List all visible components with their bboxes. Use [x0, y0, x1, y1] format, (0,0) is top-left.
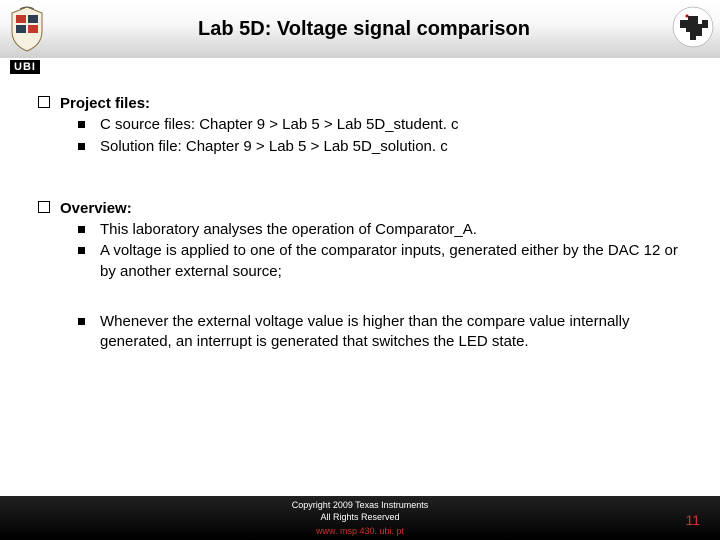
square-bullet-icon	[78, 318, 85, 325]
section-heading: Overview:	[60, 200, 132, 217]
square-bullet-icon	[78, 121, 85, 128]
slide-title: Lab 5D: Voltage signal comparison	[48, 18, 720, 41]
list-item: C source files: Chapter 9 > Lab 5 > Lab …	[60, 115, 690, 135]
ti-logo-icon	[672, 6, 714, 48]
list-item-text: A voltage is applied to one of the compa…	[100, 242, 678, 279]
list-item-text: Whenever the external voltage value is h…	[100, 313, 629, 350]
square-bullet-icon	[78, 226, 85, 233]
page-number: 11	[685, 512, 700, 528]
checkbox-bullet-icon	[38, 201, 50, 213]
list-item: Whenever the external voltage value is h…	[60, 312, 690, 353]
list-item: A voltage is applied to one of the compa…	[60, 241, 690, 282]
list-item-text: C source files: Chapter 9 > Lab 5 > Lab …	[100, 116, 459, 133]
section-heading: Project files:	[60, 95, 150, 112]
square-bullet-icon	[78, 247, 85, 254]
list-item: Solution file: Chapter 9 > Lab 5 > Lab 5…	[60, 137, 690, 157]
list-item-text: This laboratory analyses the operation o…	[100, 221, 477, 238]
square-bullet-icon	[78, 143, 85, 150]
slide-content: Project files: C source files: Chapter 9…	[0, 58, 720, 352]
footer-bar: Copyright 2009 Texas Instruments All Rig…	[0, 496, 720, 540]
header-bar: Lab 5D: Voltage signal comparison	[0, 0, 720, 58]
list-item: This laboratory analyses the operation o…	[60, 220, 690, 240]
checkbox-bullet-icon	[38, 96, 50, 108]
footer-copyright: Copyright 2009 Texas Instruments	[0, 500, 720, 512]
ubi-label: UBI	[10, 60, 40, 74]
list-item-text: Solution file: Chapter 9 > Lab 5 > Lab 5…	[100, 138, 448, 155]
footer-url: www. msp 430. ubi. pt	[0, 526, 720, 536]
crest-logo	[6, 5, 48, 53]
section-project-files: Project files: C source files: Chapter 9…	[38, 94, 690, 157]
section-overview: Overview: This laboratory analyses the o…	[38, 199, 690, 353]
footer-rights: All Rights Reserved	[0, 512, 720, 524]
